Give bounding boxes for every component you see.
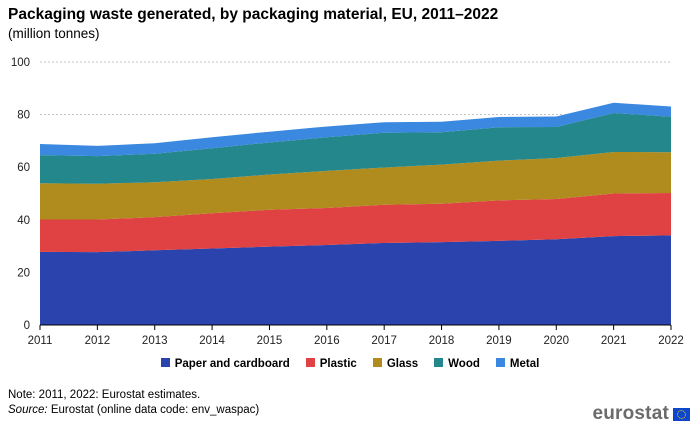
x-tick-label: 2013 [142,335,168,347]
chart-legend: Paper and cardboard Plastic Glass Wood Metal [0,358,700,370]
chart-title: Packaging waste generated, by packaging … [8,6,499,23]
source-text: Eurostat (online data code: env_waspac) [47,404,260,416]
x-tick-label: 2012 [85,335,111,347]
x-tick-label: 2014 [199,335,225,347]
x-tick-label: 2018 [429,335,455,347]
x-tick-label: 2011 [28,335,53,347]
y-tick-label: 40 [17,215,30,227]
y-tick-label: 60 [17,162,30,174]
chart-note: Note: 2011, 2022: Eurostat estimates. [8,389,201,401]
area-plastic [40,192,671,253]
stacked-area-chart: 0 20 40 60 80 100 2011 2012 2013 2014 2015 2016 2017… [11,57,684,347]
eu-flag-icon [673,407,690,421]
legend-label: Wood [448,358,480,370]
area-paper-and-cardboard [40,235,671,325]
legend-swatch [160,358,170,367]
x-tick-label: 2016 [314,335,340,347]
source-label: Source: [8,404,48,416]
x-tick-label: 2017 [371,335,397,347]
logo-text: eurostat [592,403,669,424]
chart-source: Source: Eurostat (online data code: env_… [8,404,259,416]
legend-item: Metal [495,358,540,370]
legend-label: Paper and cardboard [174,358,290,370]
legend-label: Glass [386,358,419,370]
y-tick-label: 100 [11,57,30,69]
y-tick-label: 80 [17,110,30,122]
legend-swatch [305,358,315,367]
area-wood [40,113,671,184]
area-glass [40,151,671,220]
x-tick-label: 2021 [601,335,627,347]
chart-subtitle: (million tonnes) [8,26,100,41]
y-tick-label: 0 [24,320,30,332]
legend-swatch [434,358,444,367]
legend-item: Paper and cardboard [160,358,290,370]
x-tick-label: 2022 [658,335,684,347]
legend-item: Wood [434,358,480,370]
x-tick-label: 2020 [543,335,569,347]
legend-label: Plastic [319,358,357,370]
legend-item: Glass [372,358,419,370]
legend-item: Plastic [305,358,357,370]
legend-label: Metal [509,358,540,370]
y-tick-label: 20 [17,267,30,279]
x-tick-label: 2015 [257,335,283,347]
legend-swatch [372,358,382,367]
legend-swatch [495,358,505,367]
eurostat-logo: eurostat [592,403,690,425]
x-tick-label: 2019 [486,335,512,347]
area-metal [40,102,671,157]
